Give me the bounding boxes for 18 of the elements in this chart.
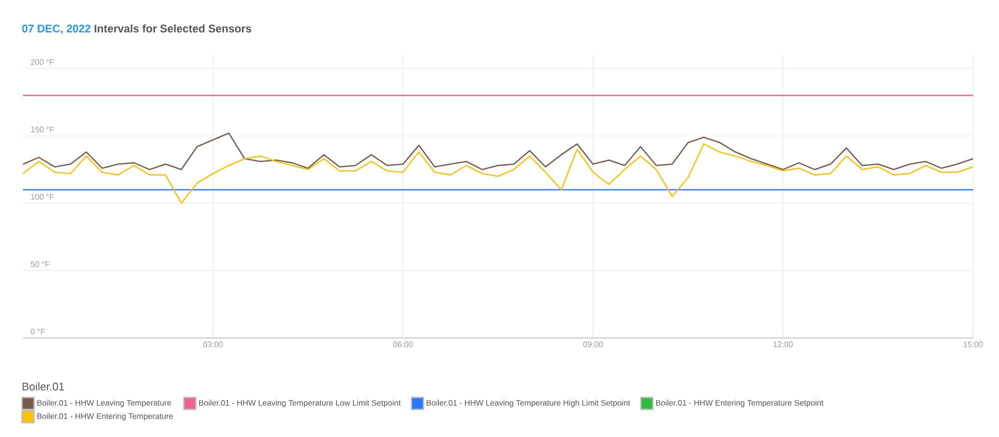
legend-label: Boiler.01 - HHW Entering Temperature Setpoint <box>656 400 824 408</box>
y-tick-label: 100 °F <box>31 194 54 200</box>
y-tick-label: 150 °F <box>31 126 54 132</box>
legend-label: Boiler.01 - HHW Leaving Temperature Low Limit Setpoint <box>199 400 401 408</box>
x-tick-label: 06:00 <box>393 342 413 348</box>
legend-label: Boiler.01 - HHW Entering Temperature <box>37 413 173 421</box>
x-tick-label: 15:00 <box>964 342 983 348</box>
legend-label: Boiler.01 - HHW Leaving Temperature <box>37 400 172 408</box>
x-tick-label: 09:00 <box>583 342 603 348</box>
x-tick-label: 03:00 <box>203 342 223 348</box>
chart-subtitle: Intervals for Selected Sensors <box>94 24 252 32</box>
chart-title: 07 DEC, 2022 <box>22 24 90 34</box>
y-tick-label: 0 °F <box>30 328 45 334</box>
x-tick-label: 12:00 <box>774 342 793 348</box>
y-tick-label: 200 °F <box>30 59 54 65</box>
legend-label: Boiler.01 - HHW Leaving Temperature High Limit Setpoint <box>426 400 630 408</box>
legend-title: Boiler.01 <box>22 382 64 390</box>
y-tick-label: 50 °F <box>30 261 50 268</box>
